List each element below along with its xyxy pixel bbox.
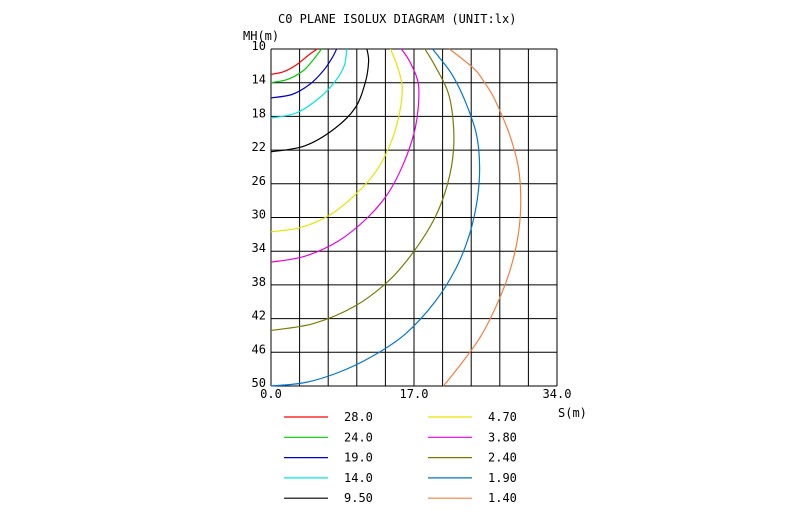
y-tick-label: 10 <box>252 39 266 53</box>
x-tick-label: 34.0 <box>543 387 572 401</box>
legend-label: 1.90 <box>488 471 517 485</box>
y-axis-label: MH(m) <box>243 29 279 43</box>
legend-label: 1.40 <box>488 491 517 505</box>
legend-label: 14.0 <box>344 471 373 485</box>
legend-label: 24.0 <box>344 430 373 444</box>
isolux-curve-1.40 <box>442 48 522 387</box>
isolux-curves <box>270 48 522 387</box>
y-tick-label: 14 <box>252 73 266 87</box>
legend-label: 3.80 <box>488 430 517 444</box>
x-tick-label: 0.0 <box>260 387 282 401</box>
isolux-curve-14.0 <box>270 48 348 119</box>
isolux-curve-19.0 <box>270 48 338 99</box>
y-tick-labels: 10 14 18 22 26 30 34 38 42 46 50 <box>252 39 266 390</box>
y-tick-label: 34 <box>252 241 266 255</box>
isolux-curve-1.90 <box>270 48 481 387</box>
legend-label: 4.70 <box>488 410 517 424</box>
isolux-curve-28.0 <box>270 48 318 75</box>
isolux-curve-4.70 <box>270 48 403 233</box>
y-tick-label: 30 <box>252 208 266 222</box>
y-tick-label: 18 <box>252 106 266 120</box>
legend-label: 28.0 <box>344 410 373 424</box>
y-tick-label: 38 <box>252 275 266 289</box>
isolux-curve-3.80 <box>270 48 420 263</box>
chart-title: C0 PLANE ISOLUX DIAGRAM (UNIT:lx) <box>278 12 516 26</box>
legend-label: 19.0 <box>344 451 373 465</box>
grid <box>270 48 558 387</box>
y-tick-label: 46 <box>252 342 266 356</box>
legend: 28.0 24.0 19.0 14.0 9.50 4.70 3.80 2.40 1.90 1.40 <box>284 410 517 505</box>
x-axis-label: S(m) <box>558 406 587 420</box>
y-tick-label: 22 <box>252 140 266 154</box>
y-tick-label: 50 <box>252 376 266 390</box>
y-tick-label: 26 <box>252 174 266 188</box>
legend-label: 9.50 <box>344 491 373 505</box>
isolux-curve-24.0 <box>270 48 322 84</box>
x-tick-label: 17.0 <box>400 387 429 401</box>
y-tick-label: 42 <box>252 309 266 323</box>
isolux-curve-9.50 <box>270 48 370 153</box>
isolux-curve-2.40 <box>270 48 455 331</box>
x-tick-labels: 0.0 17.0 34.0 <box>260 387 571 401</box>
legend-label: 2.40 <box>488 451 517 465</box>
